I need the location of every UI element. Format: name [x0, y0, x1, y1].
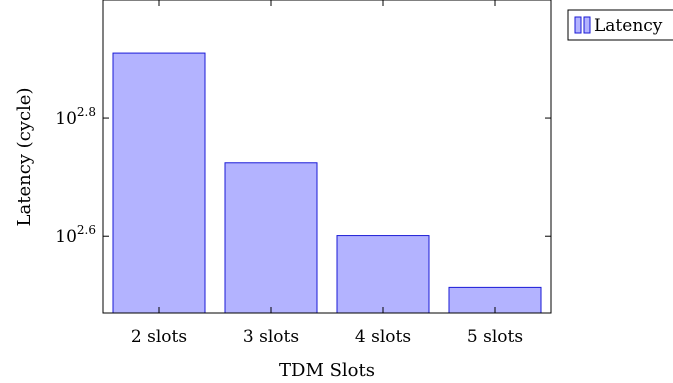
x-axis-title: TDM Slots	[279, 360, 375, 381]
y-axis-title: Latency (cycle)	[14, 88, 35, 227]
x-axis-ticks: 2 slots 3 slots 4 slots 5 slots	[131, 0, 523, 347]
legend-label: Latency	[594, 16, 663, 36]
x-tick-label: 2 slots	[131, 327, 187, 347]
legend: Latency	[567, 9, 673, 41]
y-axis-ticks: 102.8 102.6	[55, 105, 551, 247]
bars-group	[112, 52, 542, 314]
x-tick-label: 5 slots	[467, 327, 523, 347]
y-tick-label: 102.8	[55, 105, 96, 129]
plot-frame	[102, 0, 552, 314]
legend-swatch	[574, 16, 582, 34]
bar-4-slots	[336, 235, 430, 314]
y-tick-label: 102.6	[55, 223, 96, 247]
x-tick-label: 3 slots	[243, 327, 299, 347]
bar-3-slots	[224, 162, 318, 314]
legend-swatch-2	[583, 16, 591, 34]
bar-2-slots	[112, 52, 206, 314]
x-tick-label: 4 slots	[355, 327, 411, 347]
